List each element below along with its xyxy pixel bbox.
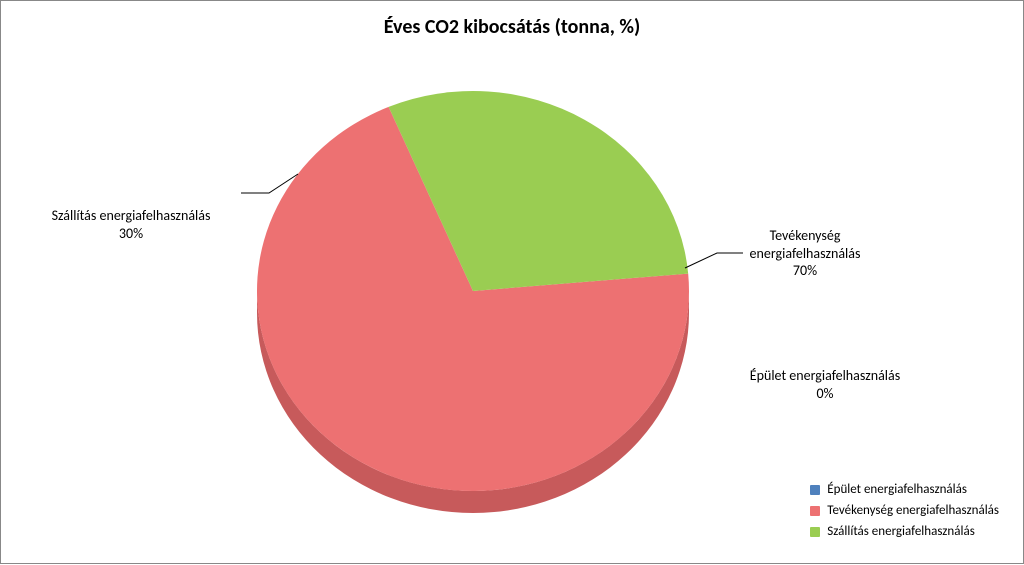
legend-item-2: Szállítás energiafelhasználás: [810, 524, 999, 539]
legend-swatch-1: [810, 506, 820, 516]
legend-label-2: Szállítás energiafelhasználás: [827, 524, 975, 539]
legend-swatch-2: [810, 527, 820, 537]
legend-label-0: Épület energiafelhasználás: [827, 482, 967, 497]
slice-label-0: Épület energiafelhasználás0%: [750, 367, 900, 402]
slice-label-2: Szállítás energiafelhasználás30%: [52, 207, 211, 242]
legend-swatch-0: [810, 485, 820, 495]
pie-svg: [1, 1, 1024, 565]
legend-item-1: Tevékenység energiafelhasználás: [810, 503, 999, 518]
slice-label-1: Tevékenységenergiafelhasználás70%: [750, 227, 861, 280]
legend-label-1: Tevékenység energiafelhasználás: [827, 503, 999, 518]
pie-chart-container: Éves CO2 kibocsátás (tonna, %) Épület en…: [0, 0, 1024, 564]
legend-item-0: Épület energiafelhasználás: [810, 482, 999, 497]
pie-wrapper: [1, 1, 1024, 565]
legend: Épület energiafelhasználás Tevékenység e…: [810, 482, 999, 539]
